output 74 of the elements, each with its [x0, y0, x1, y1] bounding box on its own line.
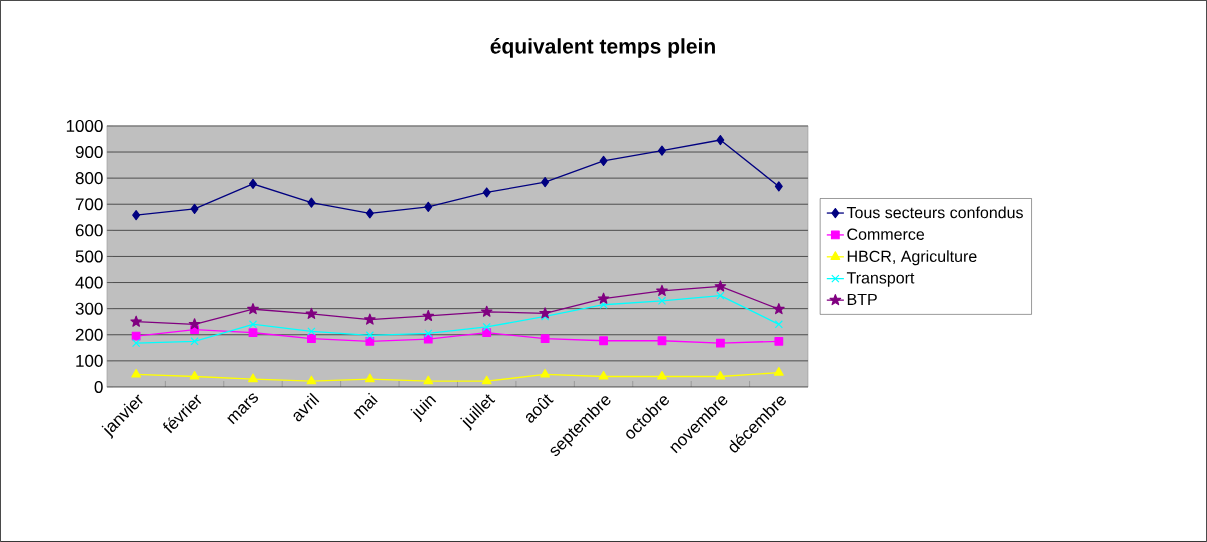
legend-label: Commerce	[847, 228, 925, 240]
point	[599, 155, 608, 167]
point	[599, 300, 608, 309]
point	[424, 329, 433, 338]
point	[482, 322, 491, 332]
point	[774, 320, 783, 329]
point	[423, 375, 434, 385]
y-tick-label: 500	[75, 250, 103, 263]
point	[307, 327, 316, 336]
y-tick-label: 200	[75, 328, 103, 341]
point	[307, 334, 316, 344]
y-tick-label: 100	[76, 354, 103, 367]
legend-label: Transport	[846, 272, 915, 287]
point	[773, 303, 785, 315]
point	[716, 291, 725, 300]
point	[657, 336, 667, 346]
point	[131, 368, 142, 378]
point	[189, 370, 200, 380]
point	[364, 313, 376, 325]
point	[132, 339, 141, 348]
point	[364, 373, 375, 383]
point	[658, 145, 666, 156]
y-tick-label: 700	[75, 198, 103, 211]
point	[482, 328, 492, 338]
point	[190, 337, 199, 346]
y-tick-label: 600	[75, 224, 103, 237]
point	[190, 203, 199, 215]
point	[714, 280, 727, 292]
point	[424, 201, 433, 212]
point	[482, 187, 491, 198]
point	[540, 334, 550, 344]
chart-title: équivalent temps plein	[490, 38, 715, 58]
point	[656, 284, 668, 296]
y-tick-label: 300	[75, 302, 103, 315]
point	[599, 336, 608, 346]
point	[774, 181, 783, 192]
legend-label: HBCR, Agriculture	[847, 250, 977, 266]
point	[132, 210, 141, 221]
y-tick-label: 0	[94, 380, 103, 394]
point	[306, 375, 317, 385]
x-tick-label: juin	[410, 396, 437, 423]
point	[657, 296, 667, 305]
legend-label: Tous secteurs confondus	[846, 206, 1023, 219]
point	[305, 307, 318, 319]
point	[248, 328, 258, 338]
x-tick-label: mai	[353, 392, 378, 420]
y-tick-label: 1000	[66, 119, 103, 132]
point	[188, 318, 201, 330]
point	[716, 338, 725, 348]
point	[539, 307, 551, 319]
point	[247, 303, 259, 315]
point	[773, 367, 784, 376]
y-tick-label: 400	[75, 276, 103, 289]
point	[248, 320, 258, 329]
point	[597, 292, 610, 304]
point	[365, 331, 374, 340]
point	[248, 373, 258, 383]
y-tick-label: 900	[75, 146, 103, 159]
point	[481, 375, 492, 385]
point	[598, 370, 609, 380]
point	[307, 197, 316, 208]
point	[131, 331, 141, 341]
point	[715, 370, 726, 380]
point	[365, 208, 374, 219]
point	[541, 176, 550, 188]
point	[130, 315, 142, 327]
point	[774, 336, 784, 346]
y-tick-label: 800	[75, 172, 103, 185]
point	[657, 370, 667, 380]
legend-label: BTP	[847, 293, 877, 305]
point	[480, 305, 493, 317]
point	[540, 368, 551, 378]
point	[716, 134, 725, 146]
point	[422, 309, 435, 322]
